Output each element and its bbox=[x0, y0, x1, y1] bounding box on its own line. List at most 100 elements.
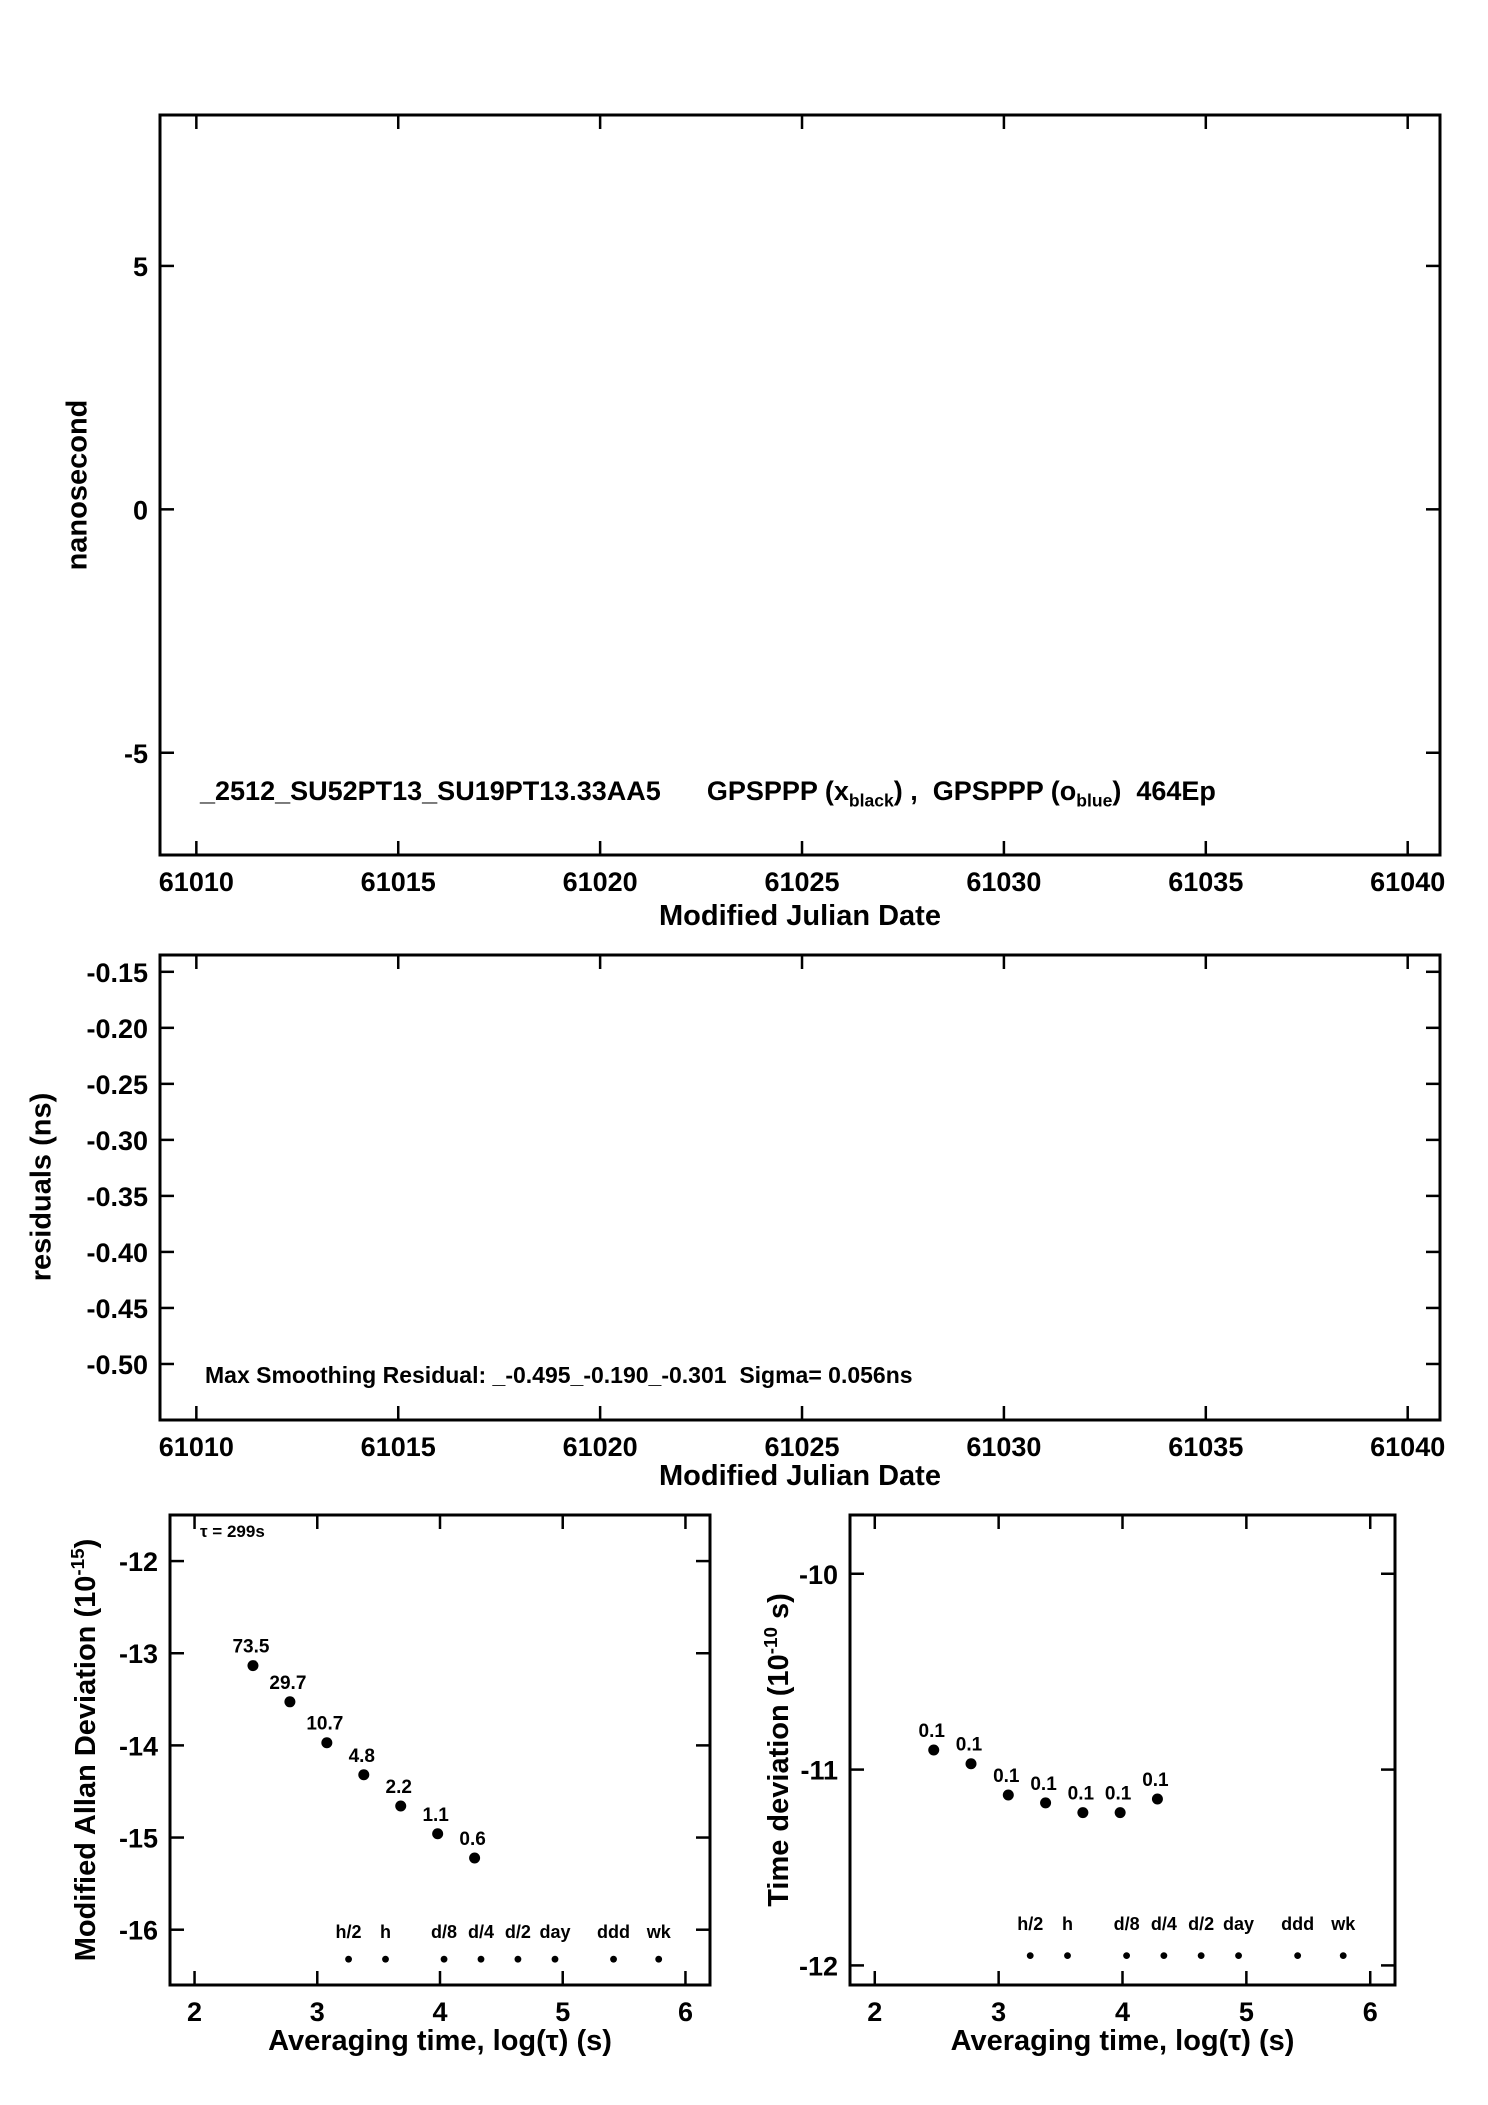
svg-text:61030: 61030 bbox=[966, 1432, 1041, 1462]
svg-text:h/2: h/2 bbox=[336, 1922, 362, 1942]
clock-id-text: _2512_SU52PT13_SU19PT13.33AA5 bbox=[200, 776, 661, 806]
clock-comparison-annotation: _2512_SU52PT13_SU19PT13.33AA5 GPSPPP (xbl… bbox=[200, 776, 1216, 811]
mdev-axis-exponent: -15 bbox=[67, 1548, 89, 1576]
tdev-axis-label: Time deviation (10-10 s) bbox=[760, 1593, 796, 1907]
svg-text:-16: -16 bbox=[119, 1916, 158, 1946]
svg-text:61010: 61010 bbox=[159, 1432, 234, 1462]
averaging-time-axis-label-left: Averaging time, log(τ) (s) bbox=[268, 2025, 612, 2057]
svg-text:0.1: 0.1 bbox=[1068, 1784, 1095, 1805]
svg-text:ddd: ddd bbox=[1281, 1914, 1314, 1934]
svg-text:61030: 61030 bbox=[966, 867, 1041, 897]
tdev-chart: 2 3 4 5 6 -10 -11 -12 0.1 0.1 0.1 0.1 0.1 0.1 0.1 h/2 h d… bbox=[799, 1513, 1397, 2027]
svg-text:0: 0 bbox=[133, 495, 148, 525]
svg-text:73.5: 73.5 bbox=[232, 1637, 269, 1658]
svg-text:-11: -11 bbox=[800, 1756, 838, 1786]
svg-text:d/2: d/2 bbox=[505, 1922, 531, 1942]
tdev-axis-exponent: -10 bbox=[760, 1627, 782, 1655]
svg-text:3: 3 bbox=[991, 1997, 1006, 2027]
svg-text:0.6: 0.6 bbox=[459, 1829, 485, 1850]
svg-text:-0.25: -0.25 bbox=[86, 1070, 148, 1100]
mdev-axis-label: Modified Allan Deviation (10-15) bbox=[67, 1539, 103, 1962]
svg-text:d/8: d/8 bbox=[431, 1922, 457, 1942]
svg-text:4.8: 4.8 bbox=[349, 1746, 375, 1767]
svg-text:wk: wk bbox=[646, 1922, 672, 1942]
svg-text:0.1: 0.1 bbox=[993, 1766, 1020, 1787]
tdev-axis-label-post: s) bbox=[762, 1593, 795, 1628]
mjd-axis-label-middle: Modified Julian Date bbox=[659, 1460, 941, 1492]
svg-text:-12: -12 bbox=[799, 1951, 838, 1981]
svg-text:2: 2 bbox=[187, 1997, 202, 2027]
max-smoothing-residual-annotation: Max Smoothing Residual: _-0.495_-0.190_-… bbox=[205, 1362, 913, 1388]
svg-text:-10: -10 bbox=[799, 1560, 838, 1590]
svg-text:2: 2 bbox=[867, 1997, 882, 2027]
svg-text:4: 4 bbox=[1115, 1997, 1130, 2027]
svg-text:5: 5 bbox=[555, 1997, 570, 2027]
svg-text:10.7: 10.7 bbox=[306, 1714, 343, 1735]
svg-text:h/2: h/2 bbox=[1017, 1914, 1043, 1934]
residuals-axis-label: residuals (ns) bbox=[25, 1092, 58, 1282]
svg-text:ddd: ddd bbox=[597, 1922, 630, 1942]
svg-text:61040: 61040 bbox=[1370, 867, 1445, 897]
svg-text:-0.35: -0.35 bbox=[86, 1182, 148, 1212]
nanosecond-axis-label: nanosecond bbox=[61, 399, 94, 571]
mjd-axis-label-top: Modified Julian Date bbox=[659, 900, 941, 932]
svg-text:-0.50: -0.50 bbox=[86, 1350, 148, 1380]
svg-text:-15: -15 bbox=[119, 1824, 158, 1854]
gps-separator: ) , GPSPPP (o bbox=[893, 776, 1077, 806]
svg-text:d/8: d/8 bbox=[1114, 1914, 1140, 1934]
svg-text:6: 6 bbox=[1363, 1997, 1378, 2027]
svg-text:d/4: d/4 bbox=[468, 1922, 494, 1942]
svg-text:0.1: 0.1 bbox=[919, 1721, 946, 1742]
svg-text:61025: 61025 bbox=[764, 867, 839, 897]
gps-x-subscript: black bbox=[848, 790, 894, 811]
svg-text:61035: 61035 bbox=[1168, 1432, 1243, 1462]
svg-text:61020: 61020 bbox=[563, 867, 638, 897]
svg-text:-0.30: -0.30 bbox=[86, 1126, 148, 1156]
svg-text:h: h bbox=[1062, 1914, 1073, 1934]
svg-text:0.1: 0.1 bbox=[1142, 1770, 1169, 1791]
mjd-offset-chart: 61010 61015 61020 61025 61030 61035 61040 5 0 -5 bbox=[124, 113, 1445, 897]
gps-x-prefix: GPSPPP (x bbox=[706, 776, 849, 806]
svg-text:0.1: 0.1 bbox=[1030, 1774, 1057, 1795]
svg-text:h: h bbox=[380, 1922, 391, 1942]
svg-text:5: 5 bbox=[1239, 1997, 1254, 2027]
svg-text:61015: 61015 bbox=[361, 867, 436, 897]
svg-text:d/4: d/4 bbox=[1151, 1914, 1177, 1934]
svg-text:0.1: 0.1 bbox=[1105, 1784, 1132, 1805]
svg-text:-0.40: -0.40 bbox=[86, 1238, 148, 1268]
svg-text:61025: 61025 bbox=[764, 1432, 839, 1462]
tdev-axis-label-pre: Time deviation (10 bbox=[762, 1654, 795, 1907]
svg-text:d/2: d/2 bbox=[1188, 1914, 1214, 1934]
svg-text:wk: wk bbox=[1330, 1914, 1356, 1934]
svg-text:day: day bbox=[1223, 1914, 1254, 1934]
svg-text:-12: -12 bbox=[119, 1547, 158, 1577]
gps-o-subscript: blue bbox=[1076, 790, 1113, 811]
svg-text:-0.45: -0.45 bbox=[86, 1294, 148, 1324]
svg-text:61035: 61035 bbox=[1168, 867, 1243, 897]
mdev-chart: 2 3 4 5 6 -12 -13 -14 -15 -16 73.529.710.7 4.8 2.2 1.… bbox=[119, 1513, 712, 2027]
svg-text:4: 4 bbox=[432, 1997, 447, 2027]
svg-text:61010: 61010 bbox=[159, 867, 234, 897]
svg-text:-14: -14 bbox=[119, 1731, 158, 1761]
mdev-axis-label-post: ) bbox=[69, 1538, 102, 1549]
gps-suffix: ) 464Ep bbox=[1112, 776, 1216, 806]
svg-text:-0.15: -0.15 bbox=[86, 958, 148, 988]
svg-text:3: 3 bbox=[310, 1997, 325, 2027]
mdev-axis-label-pre: Modified Allan Deviation (10 bbox=[69, 1575, 102, 1962]
svg-text:-0.20: -0.20 bbox=[86, 1014, 148, 1044]
residuals-chart: 61010 61015 61020 61025 61030 61035 61040 -0.15… bbox=[86, 953, 1445, 1462]
svg-text:0.1: 0.1 bbox=[956, 1735, 983, 1756]
svg-text:1.1: 1.1 bbox=[422, 1805, 449, 1826]
svg-text:-5: -5 bbox=[124, 739, 148, 769]
tau-annotation: τ = 299s bbox=[200, 1522, 265, 1541]
gps-series-legend: GPSPPP (xblack) , GPSPPP (oblue) 464Ep bbox=[706, 776, 1216, 810]
svg-text:61040: 61040 bbox=[1370, 1432, 1445, 1462]
averaging-time-axis-label-right: Averaging time, log(τ) (s) bbox=[950, 2025, 1295, 2057]
svg-text:61020: 61020 bbox=[563, 1432, 638, 1462]
svg-text:2.2: 2.2 bbox=[386, 1777, 412, 1798]
svg-text:-13: -13 bbox=[119, 1639, 158, 1669]
svg-text:6: 6 bbox=[678, 1997, 693, 2027]
svg-text:5: 5 bbox=[133, 252, 148, 282]
svg-text:29.7: 29.7 bbox=[269, 1673, 306, 1694]
